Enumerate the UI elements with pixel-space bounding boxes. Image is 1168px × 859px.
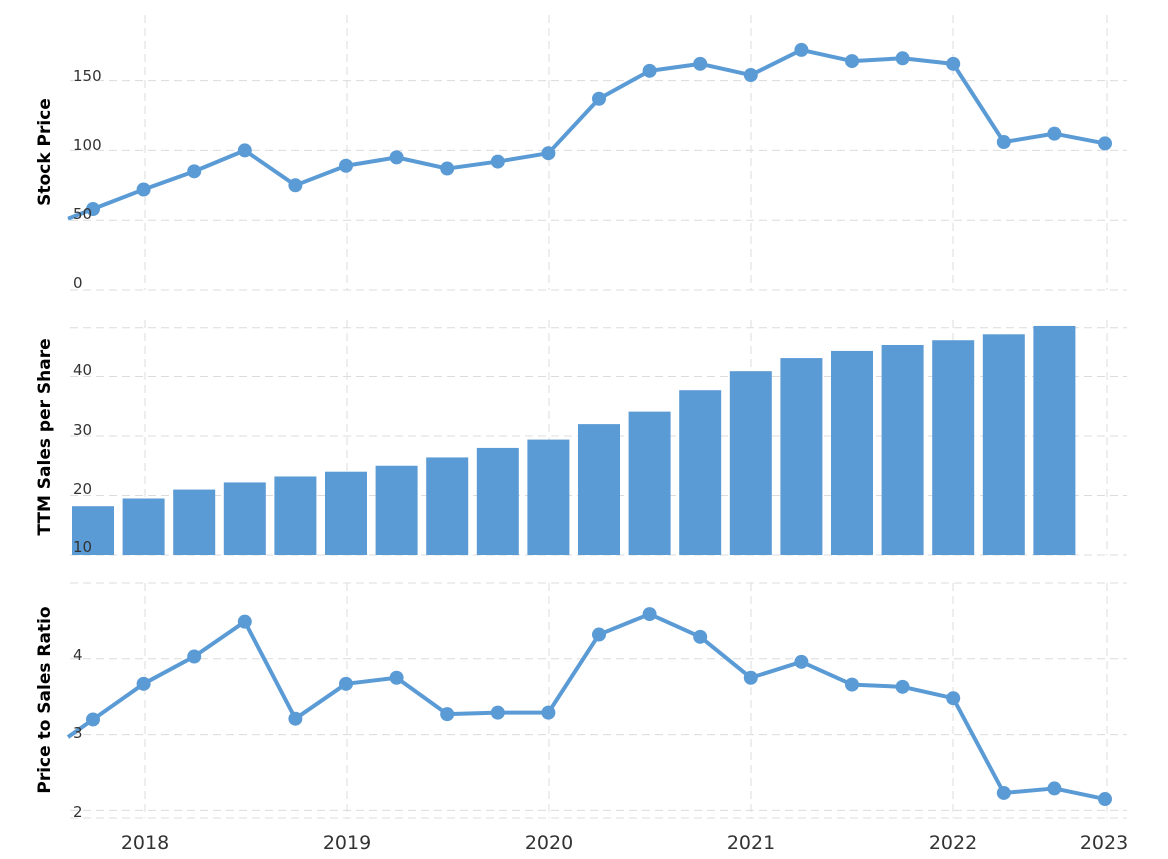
bar	[72, 506, 114, 555]
data-point	[440, 161, 455, 176]
data-point	[794, 42, 809, 57]
data-point	[895, 679, 910, 694]
bar	[881, 344, 924, 555]
bar	[274, 476, 317, 555]
data-point	[1047, 126, 1062, 141]
panel1-y-tick: 150	[73, 67, 102, 85]
data-point	[996, 785, 1011, 800]
bar	[223, 482, 266, 555]
data-point	[946, 691, 961, 706]
bar	[578, 424, 620, 555]
bar	[476, 447, 519, 555]
data-point	[490, 154, 505, 169]
data-point	[743, 670, 758, 685]
data-point	[996, 135, 1011, 150]
x-tick-label: 2019	[323, 832, 371, 854]
bar	[122, 498, 165, 555]
data-point	[592, 627, 606, 642]
panel2-y-tick: 30	[73, 421, 92, 439]
bar	[426, 457, 469, 555]
data-point	[895, 51, 910, 66]
x-tick-label: 2023	[1080, 832, 1128, 854]
data-point	[1098, 136, 1112, 151]
bar	[780, 358, 823, 555]
bar	[173, 489, 216, 555]
data-point	[86, 202, 100, 217]
panel2-y-tick: 10	[73, 538, 92, 556]
panel1-y-axis-label: Stock Price	[35, 98, 55, 206]
data-point	[1098, 792, 1112, 807]
panel1-y-tick: 50	[73, 205, 92, 223]
data-point	[642, 607, 657, 622]
panel2-y-axis-label: TTM Sales per Share	[35, 338, 55, 535]
data-point	[794, 654, 809, 669]
bar	[1033, 325, 1076, 555]
data-point	[541, 705, 556, 720]
data-point	[187, 164, 202, 179]
panel1-y-tick: 100	[73, 136, 102, 154]
x-tick-label: 2022	[929, 832, 977, 854]
panel3-y-axis-label: Price to Sales Ratio	[35, 606, 55, 793]
data-point	[490, 705, 505, 720]
data-point	[541, 146, 556, 161]
bar	[325, 471, 367, 555]
bar	[679, 390, 722, 555]
panel2-y-tick: 40	[73, 361, 92, 379]
panel3-y-tick: 2	[73, 803, 83, 821]
bar	[527, 439, 570, 555]
bar	[729, 371, 772, 555]
panel3-y-tick: 4	[73, 646, 83, 664]
data-point	[136, 676, 151, 691]
chart-marks	[66, 42, 1112, 807]
data-point	[237, 614, 252, 629]
data-point	[237, 143, 252, 158]
data-point	[845, 54, 859, 69]
series-line	[67, 47, 1106, 221]
data-point	[1047, 781, 1062, 796]
data-point	[86, 712, 100, 727]
data-point	[339, 676, 353, 691]
bar	[932, 340, 975, 555]
data-point	[743, 68, 758, 83]
bar	[628, 411, 671, 555]
data-point	[288, 711, 303, 726]
data-point	[136, 182, 151, 197]
panel2-y-tick: 20	[73, 480, 92, 498]
x-tick-label: 2021	[727, 832, 775, 854]
data-point	[288, 178, 303, 193]
panel1-y-tick: 0	[73, 274, 83, 292]
x-tick-label: 2018	[121, 832, 169, 854]
data-point	[845, 677, 859, 692]
panel3-y-tick: 3	[73, 724, 83, 742]
x-tick-label: 2020	[525, 832, 573, 854]
data-point	[389, 150, 404, 165]
data-point	[389, 670, 404, 685]
data-point	[592, 91, 606, 106]
data-point	[946, 56, 961, 71]
data-point	[693, 56, 708, 71]
data-point	[339, 158, 353, 173]
data-point	[642, 63, 657, 78]
bar	[982, 334, 1025, 555]
data-point	[693, 629, 708, 644]
bar	[375, 465, 418, 555]
data-point	[187, 649, 202, 664]
series-line	[66, 612, 1106, 802]
bar	[831, 350, 873, 555]
data-point	[440, 707, 455, 722]
